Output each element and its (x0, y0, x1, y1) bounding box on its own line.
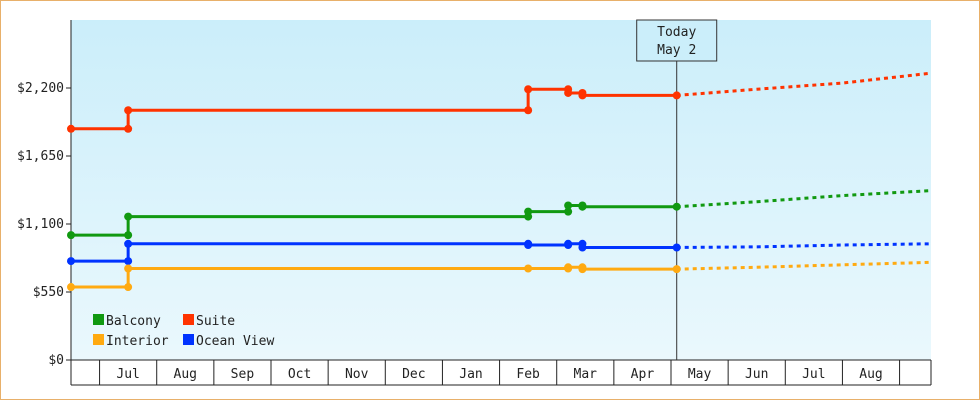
legend-label-interior: Interior (106, 334, 169, 349)
y-tick-label: $550 (33, 285, 64, 300)
x-month-label: Aug (174, 367, 197, 382)
series-ocean-view (67, 239, 932, 266)
today-label-line1: Today (657, 25, 696, 40)
data-point-interior[interactable] (564, 263, 573, 272)
data-point-interior[interactable] (524, 264, 533, 273)
data-point-interior[interactable] (124, 264, 133, 273)
data-point-balcony[interactable] (124, 212, 133, 221)
series-suite (67, 71, 932, 133)
today-label-line2: May 2 (657, 43, 696, 58)
data-point-ocean-view[interactable] (524, 241, 533, 250)
legend: Balcony Suite Interior Ocean View (93, 314, 274, 349)
series-balcony (67, 189, 932, 240)
data-point-suite[interactable] (524, 106, 533, 115)
today-box (636, 19, 718, 62)
x-month-label: May (688, 367, 712, 382)
data-point-balcony[interactable] (124, 231, 133, 240)
data-point-interior[interactable] (124, 283, 133, 292)
data-point-suite[interactable] (578, 91, 587, 100)
data-point-interior[interactable] (578, 265, 587, 274)
y-tick-label: $1,100 (17, 217, 64, 232)
data-point-balcony[interactable] (672, 202, 681, 211)
data-point-ocean-view[interactable] (578, 243, 587, 252)
data-point-suite[interactable] (124, 106, 133, 115)
data-point-suite[interactable] (67, 124, 75, 133)
data-point-ocean-view[interactable] (564, 239, 573, 248)
data-point-balcony[interactable] (564, 207, 573, 216)
y-tick-label: $2,200 (17, 81, 64, 96)
data-point-ocean-view[interactable] (672, 243, 681, 252)
data-point-ocean-view[interactable] (124, 239, 133, 248)
forecast-line-suite (676, 71, 932, 97)
forecast-line-ocean-view (676, 242, 932, 249)
data-point-interior[interactable] (67, 283, 75, 292)
data-point-balcony[interactable] (67, 231, 75, 240)
x-month-label: Apr (631, 367, 655, 382)
legend-swatch-suite (183, 314, 194, 325)
x-month-label: Mar (574, 367, 598, 382)
legend-label-balcony: Balcony (106, 314, 161, 329)
x-month-label: Jun (745, 367, 768, 382)
data-point-interior[interactable] (672, 265, 681, 274)
series-layer (67, 71, 932, 292)
x-month-label: Jul (802, 367, 825, 382)
axes: $0 $550 $1,100 $1,650 $2,200 Jul Aug Sep Oct Nov D… (17, 20, 932, 386)
data-point-balcony[interactable] (524, 207, 533, 216)
x-month-label: Sep (231, 367, 255, 382)
data-point-suite[interactable] (564, 88, 573, 97)
x-month-label: Oct (288, 367, 311, 382)
x-month-label: Jan (459, 367, 482, 382)
legend-swatch-ocean-view (183, 334, 194, 345)
legend-swatch-balcony (93, 314, 104, 325)
legend-label-suite: Suite (196, 314, 235, 329)
y-tick-label: $0 (48, 353, 64, 368)
forecast-line-interior (676, 260, 932, 271)
x-month-label: Dec (402, 367, 425, 382)
data-point-balcony[interactable] (578, 202, 587, 211)
x-month-label: Jul (116, 367, 139, 382)
legend-label-ocean-view: Ocean View (196, 334, 274, 349)
data-point-ocean-view[interactable] (124, 257, 133, 266)
data-point-ocean-view[interactable] (67, 257, 75, 266)
x-month-label: Aug (859, 367, 882, 382)
x-month-label: Feb (516, 367, 540, 382)
data-point-suite[interactable] (124, 124, 133, 133)
series-interior (67, 260, 932, 292)
forecast-line-balcony (676, 189, 932, 209)
data-point-suite[interactable] (672, 91, 681, 100)
data-point-balcony[interactable] (564, 201, 573, 210)
data-point-suite[interactable] (524, 85, 533, 94)
y-tick-label: $1,650 (17, 149, 64, 164)
x-month-label: Nov (345, 367, 369, 382)
legend-swatch-interior (93, 334, 104, 345)
plot-area (71, 20, 931, 360)
